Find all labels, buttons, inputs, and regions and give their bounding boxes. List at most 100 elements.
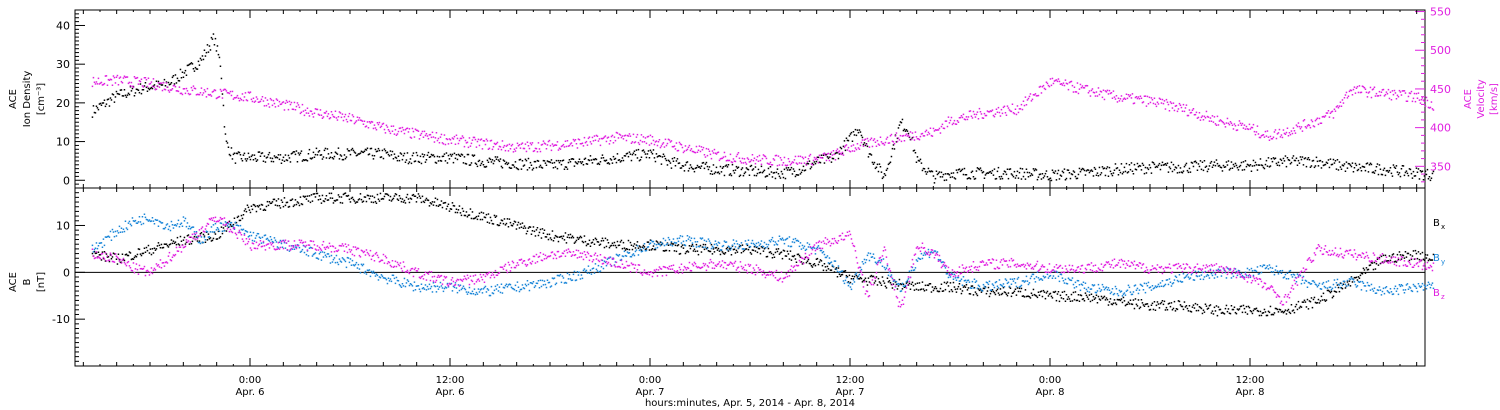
data-point (192, 85, 195, 87)
data-point (358, 198, 361, 200)
data-point (94, 112, 97, 114)
data-point (1293, 159, 1296, 162)
data-point (541, 143, 544, 146)
data-point (640, 156, 643, 158)
data-point (439, 204, 442, 206)
data-point (817, 263, 820, 266)
data-point (624, 155, 627, 157)
data-point (1133, 163, 1136, 166)
data-point (387, 194, 390, 197)
data-point (540, 144, 543, 146)
data-point (461, 287, 464, 289)
data-point (671, 145, 674, 148)
data-point (1269, 305, 1272, 308)
data-point (690, 245, 693, 247)
data-point (335, 254, 338, 257)
data-point (1070, 293, 1073, 296)
data-point (1196, 169, 1199, 171)
data-point (715, 246, 718, 249)
data-point (904, 286, 907, 288)
data-point (1257, 133, 1260, 135)
data-point (986, 172, 989, 174)
data-point (377, 198, 380, 200)
data-point (294, 109, 297, 111)
data-point (160, 82, 163, 84)
data-point (1138, 98, 1141, 100)
data-point (126, 94, 129, 96)
data-point (995, 108, 998, 110)
data-point (765, 256, 768, 258)
data-point (823, 162, 826, 164)
data-point (1254, 133, 1257, 136)
data-point (643, 141, 646, 143)
data-point (773, 171, 776, 174)
data-point (297, 202, 300, 204)
top-left-label-line1: ACE (8, 89, 19, 109)
data-point (349, 258, 352, 260)
data-point (484, 143, 487, 146)
data-point (730, 161, 733, 163)
data-point (301, 103, 304, 106)
data-point (1337, 107, 1340, 109)
data-point (859, 131, 862, 133)
data-point (867, 277, 870, 279)
data-point (626, 251, 629, 253)
data-point (819, 156, 822, 159)
data-point (1138, 307, 1141, 310)
data-point (117, 93, 120, 95)
data-point (405, 127, 408, 130)
data-point (799, 256, 802, 258)
data-point (451, 290, 454, 292)
data-point (1049, 78, 1052, 80)
data-point (512, 223, 515, 225)
data-point (344, 157, 347, 160)
data-point (845, 144, 848, 146)
data-point (922, 135, 925, 137)
data-point (1184, 306, 1187, 308)
data-point (266, 200, 269, 203)
data-point (737, 166, 740, 168)
data-point (873, 257, 876, 259)
data-point (292, 205, 295, 208)
data-point (387, 153, 390, 156)
data-point (211, 91, 214, 93)
data-point (586, 163, 589, 165)
data-point (674, 244, 677, 247)
data-point (1067, 88, 1070, 91)
data-point (1040, 178, 1043, 180)
data-point (505, 145, 508, 147)
data-point (1186, 307, 1189, 310)
data-point (118, 77, 121, 79)
data-point (98, 83, 101, 85)
data-point (1379, 94, 1382, 97)
data-point (1204, 303, 1207, 305)
data-point (415, 151, 418, 154)
data-point (146, 219, 149, 221)
data-point (324, 147, 327, 150)
data-point (612, 142, 615, 144)
data-point (1029, 93, 1032, 95)
data-point (226, 92, 229, 94)
data-point (717, 241, 720, 244)
data-point (830, 261, 833, 263)
data-point (1306, 298, 1309, 301)
data-point (276, 204, 279, 207)
data-point (1047, 295, 1050, 297)
data-point (957, 285, 960, 288)
data-point (738, 244, 741, 246)
data-point (893, 143, 896, 145)
data-point (390, 125, 393, 127)
data-point (656, 156, 659, 158)
data-point (967, 287, 970, 289)
data-point (1391, 175, 1394, 177)
data-point (502, 222, 505, 225)
data-point (560, 235, 563, 238)
data-point (207, 51, 210, 53)
data-point (850, 131, 853, 134)
data-point (878, 259, 881, 262)
data-point (1409, 92, 1412, 95)
data-point (128, 251, 131, 253)
data-point (521, 222, 524, 224)
data-point (921, 257, 924, 260)
